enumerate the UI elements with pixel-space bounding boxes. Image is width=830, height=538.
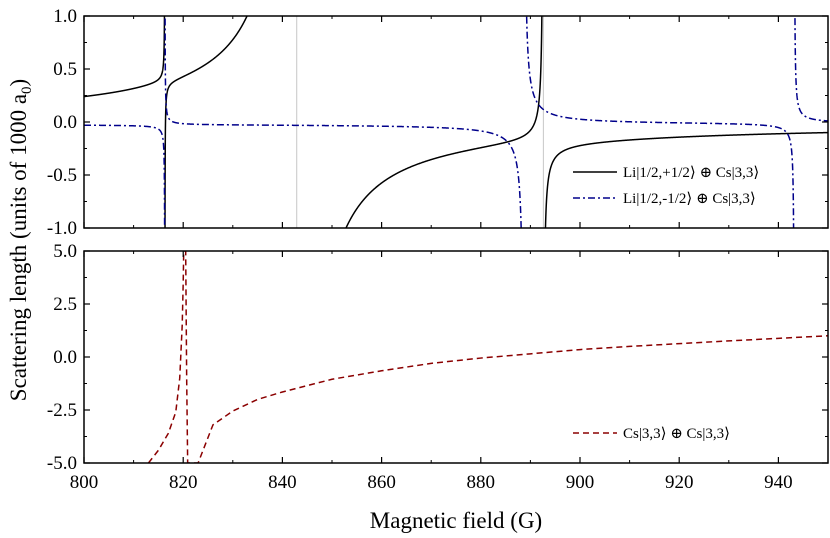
top-reference-lines [296,16,544,228]
series-line [84,16,828,228]
y-tick-label: 0.0 [53,347,77,368]
legend-label-li-plus: Li|1/2,+1/2⟩ ⊕ Cs|3,3⟩ [623,165,759,181]
y-tick-label: -2.5 [47,400,77,421]
y-tick-label: -5.0 [47,453,77,474]
x-tick-label: 840 [268,472,297,493]
x-tick-label: 940 [764,472,793,493]
y-tick-label: 1.0 [53,6,77,27]
x-axis-title: Magnetic field (G) [370,508,542,533]
x-tick-label: 820 [169,472,198,493]
y-tick-label: 5.0 [53,241,77,262]
y-tick-label: -0.5 [47,165,77,186]
y-tick-label: 0.5 [53,59,77,80]
x-tick-label: 880 [467,472,496,493]
bottom-plot-area [147,251,828,463]
x-tick-label: 800 [70,472,99,493]
y-axis-title-end: ) [6,79,31,87]
y-axis-title-main: Scattering length (units of 1000 a [6,94,31,401]
legend-label-li-minus: Li|1/2,-1/2⟩ ⊕ Cs|3,3⟩ [623,191,756,207]
top-legend: Li|1/2,+1/2⟩ ⊕ Cs|3,3⟩ Li|1/2,-1/2⟩ ⊕ Cs… [573,165,759,207]
y-axis-title: Scattering length (units of 1000 a0) [6,79,35,401]
y-tick-label: 0.0 [53,112,77,133]
top-plot-area [84,16,828,228]
legend-label-cs: Cs|3,3⟩ ⊕ Cs|3,3⟩ [623,426,730,442]
y-tick-label: 2.5 [53,294,77,315]
x-tick-label: 860 [367,472,396,493]
bottom-legend: Cs|3,3⟩ ⊕ Cs|3,3⟩ [573,426,730,442]
y-axis-title-subscript: 0 [19,86,35,94]
series-line [147,251,828,463]
x-tick-label: 920 [665,472,694,493]
x-tick-label: 900 [566,472,595,493]
series-line [84,16,828,228]
top-ticks: 1.0 0.5 0.0 -0.5 -1.0 [47,6,829,239]
y-tick-label: -1.0 [47,218,77,239]
top-panel: 1.0 0.5 0.0 -0.5 -1.0 Li|1/2,+1/2⟩ ⊕ Cs|3,3⟩… [47,6,829,239]
